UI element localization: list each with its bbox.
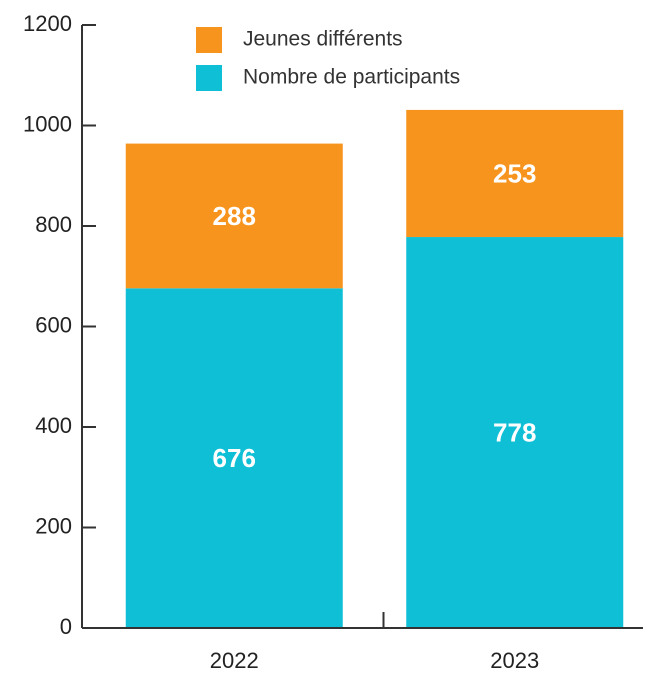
y-tick-label: 600 xyxy=(35,312,72,337)
x-tick-label: 2022 xyxy=(210,648,259,673)
legend-swatch xyxy=(196,65,222,91)
y-tick-label: 1200 xyxy=(23,11,72,36)
y-tick-label: 200 xyxy=(35,513,72,538)
value-label: 676 xyxy=(213,443,256,473)
y-tick-label: 1000 xyxy=(23,111,72,136)
y-tick-label: 800 xyxy=(35,212,72,237)
value-label: 253 xyxy=(493,158,536,188)
bar-segment xyxy=(406,237,624,628)
legend-label: Nombre de participants xyxy=(243,66,460,89)
x-tick-label: 2023 xyxy=(490,648,539,673)
legend-label: Jeunes différents xyxy=(243,28,403,51)
bar-segment xyxy=(125,143,343,289)
value-label: 288 xyxy=(213,201,256,231)
y-tick-label: 0 xyxy=(60,614,72,639)
value-label: 778 xyxy=(493,417,536,447)
y-tick-label: 400 xyxy=(35,413,72,438)
bar-segment xyxy=(406,109,624,238)
legend-swatch xyxy=(196,27,222,53)
bar-segment xyxy=(125,288,343,628)
